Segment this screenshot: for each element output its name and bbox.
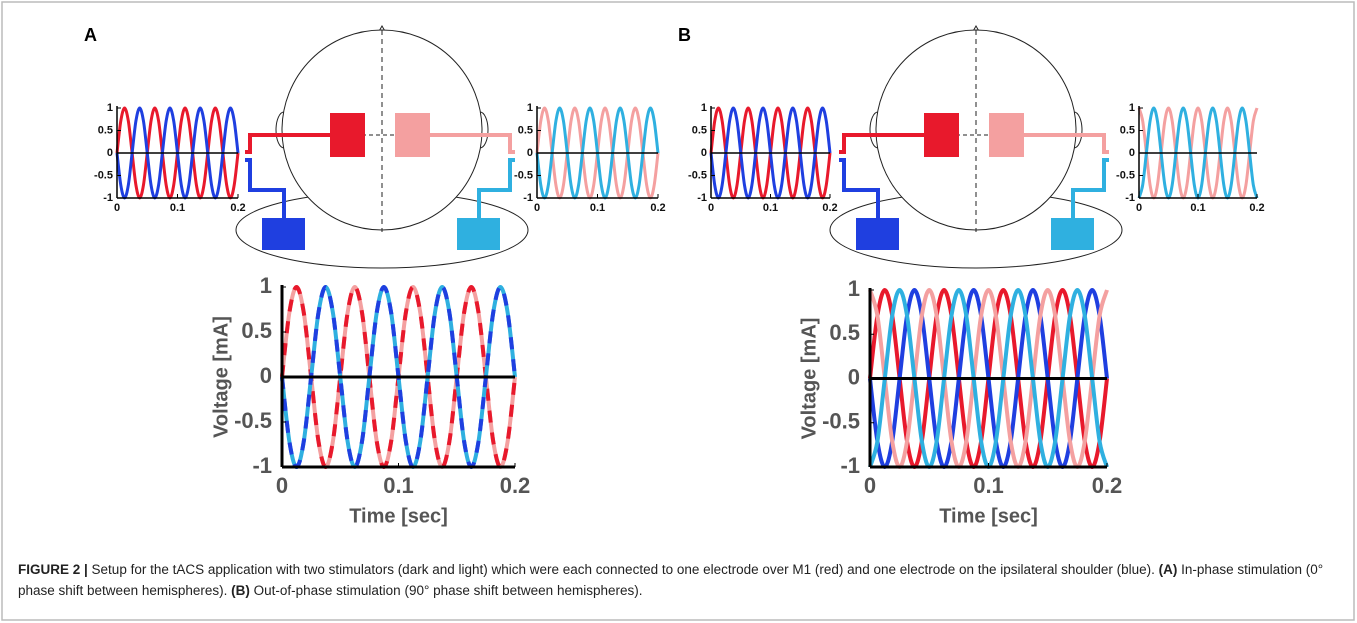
y-tick-label: 1 (527, 102, 533, 114)
y-tick-label: -0.5 (94, 169, 113, 181)
y-tick-label: 0 (1129, 147, 1135, 159)
electrode-pink (395, 113, 430, 157)
y-tick-label: -0.5 (688, 169, 707, 181)
y-tick-label: -0.5 (234, 408, 272, 433)
y-tick-label: 0 (260, 363, 272, 388)
electrode-pink (989, 113, 1024, 157)
y-tick-label: 1 (701, 102, 707, 114)
x-tick-label: 0 (864, 473, 876, 498)
wire-lightblue (477, 158, 515, 218)
x-tick-label: 0.1 (383, 473, 414, 498)
x-tick-label: 0.2 (650, 202, 665, 214)
wire-red (245, 133, 330, 154)
x-tick-label: 0.1 (590, 202, 605, 214)
x-tick-label: 0.2 (230, 202, 245, 214)
y-tick-label: 0 (848, 364, 860, 389)
x-tick-label: 0.2 (822, 202, 837, 214)
wire-pink (430, 133, 515, 154)
x-tick-label: 0.1 (1190, 202, 1205, 214)
y-tick-label: -1 (697, 192, 707, 204)
y-tick-label: 1 (848, 276, 860, 301)
x-tick-label: 0 (708, 202, 714, 214)
x-tick-label: 0 (276, 473, 288, 498)
y-tick-label: -0.5 (1116, 169, 1135, 181)
caption-a-label: (A) (1158, 562, 1178, 577)
line-series (868, 287, 1109, 470)
x-tick-label: 0.1 (170, 202, 185, 214)
y-tick-label: 0 (701, 147, 707, 159)
x-tick-label: 0.1 (973, 473, 1004, 498)
y-tick-label: -1 (840, 453, 860, 478)
x-tick-label: 0 (114, 202, 120, 214)
y-tick-label: -0.5 (514, 169, 533, 181)
wire-blue (839, 158, 880, 218)
y-axis-label: Voltage [mA] (210, 316, 232, 438)
electrode-lightblue (1051, 218, 1094, 250)
y-tick-label: 0.5 (241, 318, 272, 343)
y-tick-label: -1 (523, 192, 533, 204)
caption-label: FIGURE 2 | (18, 562, 88, 577)
y-tick-label: -0.5 (822, 409, 860, 434)
x-tick-label: 0 (1136, 202, 1142, 214)
y-tick-label: 0.5 (98, 124, 113, 136)
x-tick-label: 0.2 (1092, 473, 1123, 498)
y-tick-label: -1 (1125, 192, 1135, 204)
wire-red (839, 133, 924, 154)
electrode-red (330, 113, 365, 157)
y-tick-label: 1 (1129, 102, 1135, 114)
caption-b-label: (B) (231, 583, 250, 598)
y-tick-label: 1 (107, 102, 113, 114)
line-series (1137, 106, 1259, 200)
y-tick-label: -1 (252, 453, 272, 478)
y-tick-label: -1 (103, 192, 113, 204)
x-tick-label: 0.1 (763, 202, 778, 214)
panel-label: B (678, 25, 691, 45)
y-tick-label: 0 (107, 147, 113, 159)
wire-lightblue (1071, 158, 1109, 218)
y-axis-label: Voltage [mA] (798, 318, 820, 440)
wire-pink (1024, 133, 1109, 154)
electrode-red (924, 113, 959, 157)
y-tick-label: 0.5 (692, 124, 707, 136)
caption: FIGURE 2 | Setup for the tACS applicatio… (18, 559, 1343, 601)
electrode-lightblue (457, 218, 500, 250)
x-tick-label: 0.2 (500, 473, 531, 498)
x-tick-label: 0 (534, 202, 540, 214)
caption-b-text: Out-of-phase stimulation (90° phase shif… (249, 583, 643, 598)
panel-label: A (84, 25, 97, 45)
y-tick-label: 0 (527, 147, 533, 159)
y-tick-label: 0.5 (1120, 124, 1135, 136)
y-tick-label: 0.5 (518, 124, 533, 136)
electrode-blue (856, 218, 899, 250)
y-tick-label: 1 (260, 273, 272, 298)
wire-blue (245, 158, 286, 218)
caption-a-text: In-phase stimulation (0° phase shift bet… (18, 562, 1324, 598)
x-axis-label: Time [sec] (939, 505, 1038, 527)
caption-text: Setup for the tACS application with two … (87, 562, 1159, 577)
electrode-blue (262, 218, 305, 250)
x-axis-label: Time [sec] (349, 505, 448, 527)
x-tick-label: 0.2 (1249, 202, 1264, 214)
y-tick-label: 0.5 (829, 320, 860, 345)
